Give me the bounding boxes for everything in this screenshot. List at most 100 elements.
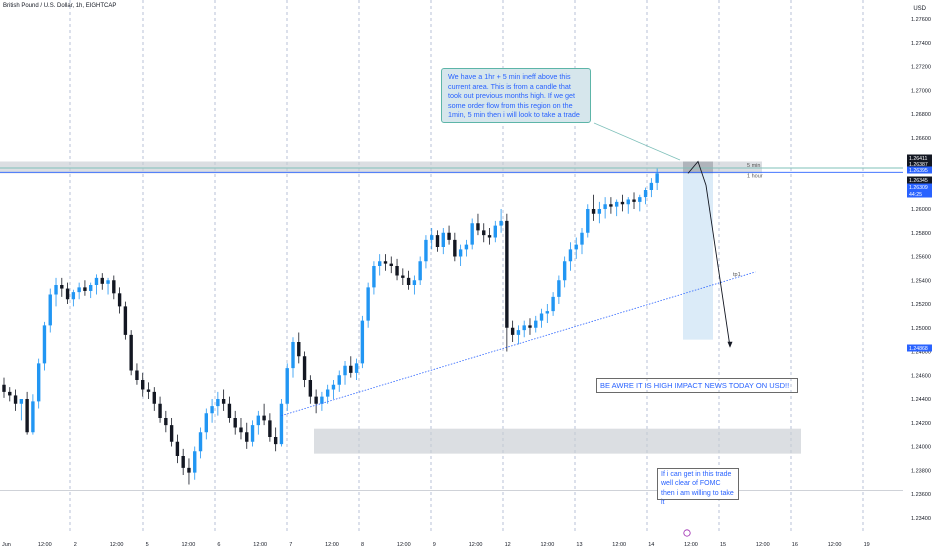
x-tick-label: 13 (576, 542, 582, 548)
candle-body (268, 420, 272, 437)
candle-body (164, 418, 168, 426)
chart-grid (69, 0, 864, 532)
candle-body (597, 209, 602, 214)
chart-drawings: tp1 (281, 122, 756, 537)
candle-body (262, 415, 266, 421)
candle-body (343, 365, 347, 376)
candle-body (279, 403, 284, 445)
candle-body (568, 249, 573, 262)
candle-body (123, 306, 128, 335)
candle-body (545, 311, 550, 314)
candle-body (534, 320, 538, 328)
candle-body (193, 451, 197, 473)
candle-body (31, 401, 35, 433)
candle-body (406, 277, 411, 285)
candle-body (314, 396, 318, 404)
price-label-bg (907, 160, 932, 168)
x-tick-label: 15 (720, 542, 726, 548)
y-tick-label: 1.25400 (911, 278, 931, 284)
candle-body (499, 220, 503, 226)
candle-body (510, 327, 515, 335)
candle-body (210, 406, 214, 414)
candle-body (100, 277, 104, 284)
note-news[interactable]: BE AWRE IT IS HIGH IMPACT NEWS TODAY ON … (596, 378, 798, 393)
symbol-title: British Pound / U.S. Dollar, 1h, EIGHTCA… (3, 3, 117, 9)
price-label-bg (907, 190, 932, 198)
candle-body (557, 280, 561, 297)
horizontal-levels: 5 min 1 hour (0, 163, 903, 491)
candle-body (360, 320, 365, 364)
note-fomc[interactable]: If i can get in this trade well clear of… (657, 468, 739, 506)
x-tick-label: 6 (217, 542, 220, 548)
candle-body (216, 399, 220, 407)
candle-body (331, 384, 336, 390)
price-label-bg (907, 183, 932, 191)
candle-body (349, 365, 353, 373)
x-tick-label: 12:00 (397, 542, 411, 548)
candle-body (308, 380, 313, 397)
candle-body (389, 263, 393, 266)
candle-body (412, 280, 417, 285)
y-tick-label: 1.24400 (911, 397, 931, 403)
candle-body (187, 467, 191, 473)
candle-body (609, 204, 613, 207)
price-label-bg (907, 176, 932, 184)
note-ineff[interactable]: We have a 1hr + 5 min ineff above this c… (441, 68, 591, 123)
candle-body (77, 287, 81, 293)
price-label-text: 1.26411 (909, 156, 927, 162)
x-tick-label: 12:00 (38, 542, 52, 548)
x-tick-label: 9 (433, 542, 436, 548)
x-tick-label: 12:00 (110, 542, 124, 548)
candle-body (273, 437, 278, 445)
candle-body (198, 432, 203, 452)
candle-body (539, 313, 544, 321)
candle-body (169, 425, 174, 442)
candle-body (13, 395, 18, 404)
y-tick-label: 1.24000 (911, 445, 931, 451)
candle-body (297, 342, 301, 357)
candle-body (447, 232, 451, 240)
candle-body (551, 296, 555, 312)
candle-body (620, 201, 625, 205)
y-tick-label: 1.25600 (911, 255, 931, 261)
y-tick-label: 1.23600 (911, 492, 931, 498)
y-tick-label: 1.24800 (911, 350, 931, 356)
candle-body (320, 396, 324, 404)
y-tick-label: 1.26800 (911, 112, 931, 118)
y-tick-label: 1.26600 (911, 136, 931, 142)
x-tick-label: 5 (146, 542, 149, 548)
y-tick-label: 1.26000 (911, 207, 931, 213)
candle-body (401, 275, 405, 278)
x-tick-label: 12:00 (828, 542, 842, 548)
trendline-label: tp1 (733, 272, 741, 278)
y-tick-label: 1.27400 (911, 41, 931, 47)
candle-body (152, 391, 156, 404)
candle-body (482, 230, 486, 236)
candle-body (418, 261, 422, 281)
candle-body (48, 294, 52, 326)
candle-body (250, 425, 255, 442)
x-tick-label: 2 (74, 542, 77, 548)
x-tick-label: 14 (648, 542, 654, 548)
candle-body (487, 235, 492, 238)
candle-body (19, 399, 24, 404)
candle-body (2, 384, 6, 392)
candle-body (522, 325, 526, 331)
y-tick-label: 1.23400 (911, 516, 931, 522)
y-tick-label: 1.25200 (911, 302, 931, 308)
price-label-bg (907, 344, 932, 352)
candle-body (655, 173, 659, 183)
candle-body (54, 285, 58, 295)
price-label-text: 1.26345 (909, 178, 928, 184)
x-tick-label: 12:00 (182, 542, 196, 548)
price-label-bg (907, 166, 932, 174)
time-axis: Jun 12:00 2 12:00 5 12:00 6 12:00 7 12:00 8 12:00 9 1… (2, 542, 870, 548)
x-tick-label: 12:00 (325, 542, 339, 548)
x-tick-label: 19 (864, 542, 870, 548)
price-axis: 1.27600 1.27400 1.27200 1.27000 1.26800 1.266… (911, 17, 931, 522)
candle-body (354, 363, 359, 373)
y-tick-label: 1.25000 (911, 326, 931, 332)
candle-body (614, 201, 619, 207)
candle-body (649, 182, 654, 190)
